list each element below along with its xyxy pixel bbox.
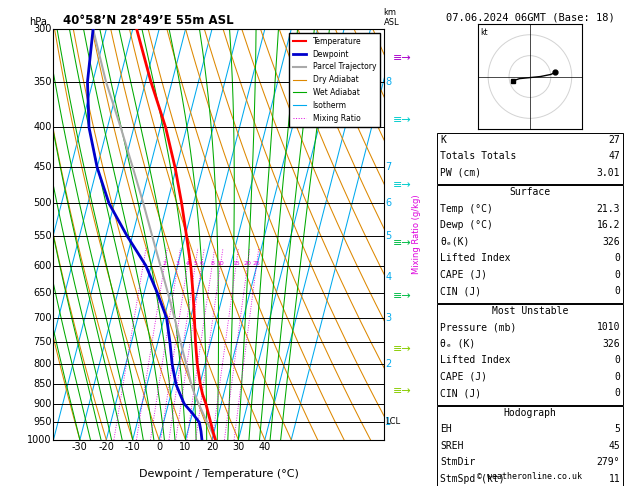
Text: LCL: LCL <box>386 417 401 426</box>
Text: Most Unstable: Most Unstable <box>492 306 568 316</box>
Text: 25: 25 <box>252 260 260 265</box>
Text: 10: 10 <box>216 260 225 265</box>
Text: 850: 850 <box>33 380 52 389</box>
Text: 11: 11 <box>608 474 620 484</box>
Text: 5: 5 <box>386 231 392 241</box>
Text: 400: 400 <box>33 122 52 132</box>
Text: 40°58’N 28°49’E 55m ASL: 40°58’N 28°49’E 55m ASL <box>64 14 234 27</box>
Text: 4: 4 <box>386 272 391 282</box>
Text: ≡→: ≡→ <box>393 115 412 124</box>
Text: 3: 3 <box>386 313 391 323</box>
Text: CAPE (J): CAPE (J) <box>440 270 487 280</box>
Text: 279°: 279° <box>597 457 620 468</box>
Text: 450: 450 <box>33 162 52 173</box>
Text: 900: 900 <box>33 399 52 409</box>
Text: Surface: Surface <box>509 187 550 197</box>
Legend: Temperature, Dewpoint, Parcel Trajectory, Dry Adiabat, Wet Adiabat, Isotherm, Mi: Temperature, Dewpoint, Parcel Trajectory… <box>289 33 380 126</box>
Text: Lifted Index: Lifted Index <box>440 355 511 365</box>
Text: 0: 0 <box>156 442 162 452</box>
Text: 21.3: 21.3 <box>597 204 620 214</box>
Text: CIN (J): CIN (J) <box>440 286 481 296</box>
Text: CAPE (J): CAPE (J) <box>440 372 487 382</box>
Text: 45: 45 <box>608 441 620 451</box>
Text: 326: 326 <box>603 339 620 349</box>
Text: 950: 950 <box>33 417 52 427</box>
Text: 0: 0 <box>615 270 620 280</box>
Text: km
ASL: km ASL <box>384 8 399 27</box>
Text: StmSpd (kt): StmSpd (kt) <box>440 474 505 484</box>
Text: 20: 20 <box>243 260 252 265</box>
Text: 47: 47 <box>608 151 620 161</box>
Text: 1: 1 <box>141 260 145 265</box>
Text: ≡→: ≡→ <box>393 238 412 248</box>
Text: θₑ(K): θₑ(K) <box>440 237 470 247</box>
Text: 40: 40 <box>259 442 271 452</box>
Text: ≡→: ≡→ <box>393 53 412 63</box>
Text: Temp (°C): Temp (°C) <box>440 204 493 214</box>
Text: ≡→: ≡→ <box>393 180 412 190</box>
Text: 0: 0 <box>615 286 620 296</box>
Text: SREH: SREH <box>440 441 464 451</box>
Text: hPa: hPa <box>29 17 47 27</box>
Text: ≡→: ≡→ <box>393 385 412 396</box>
Text: 0: 0 <box>615 388 620 399</box>
Text: -10: -10 <box>125 442 141 452</box>
Text: kt: kt <box>480 29 487 37</box>
Text: ≡→: ≡→ <box>393 345 412 354</box>
Text: 6: 6 <box>200 260 204 265</box>
Text: CIN (J): CIN (J) <box>440 388 481 399</box>
Text: 20: 20 <box>206 442 218 452</box>
Text: Pressure (mb): Pressure (mb) <box>440 322 516 332</box>
Text: 1000: 1000 <box>27 435 52 445</box>
Text: 650: 650 <box>33 288 52 298</box>
Text: 30: 30 <box>232 442 245 452</box>
Text: Dewpoint / Temperature (°C): Dewpoint / Temperature (°C) <box>138 469 299 479</box>
Text: 6: 6 <box>386 198 391 208</box>
Text: 5: 5 <box>193 260 197 265</box>
Text: 10: 10 <box>179 442 192 452</box>
Text: 07.06.2024 06GMT (Base: 18): 07.06.2024 06GMT (Base: 18) <box>445 12 615 22</box>
Text: Hodograph: Hodograph <box>503 408 557 418</box>
Text: 326: 326 <box>603 237 620 247</box>
Text: PW (cm): PW (cm) <box>440 168 481 178</box>
Text: 3: 3 <box>175 260 180 265</box>
Text: 550: 550 <box>33 231 52 241</box>
Text: 600: 600 <box>33 260 52 271</box>
Text: Mixing Ratio (g/kg): Mixing Ratio (g/kg) <box>412 195 421 274</box>
Text: ≡→: ≡→ <box>393 291 412 301</box>
Text: 8: 8 <box>386 77 391 87</box>
Text: 8: 8 <box>210 260 214 265</box>
Text: 2: 2 <box>386 359 392 369</box>
Text: 1010: 1010 <box>597 322 620 332</box>
Text: 750: 750 <box>33 337 52 347</box>
Text: -20: -20 <box>98 442 114 452</box>
Text: 300: 300 <box>33 24 52 34</box>
Text: 7: 7 <box>386 162 392 173</box>
Text: Dewp (°C): Dewp (°C) <box>440 220 493 230</box>
Text: K: K <box>440 135 446 145</box>
Text: 27: 27 <box>608 135 620 145</box>
Text: 3.01: 3.01 <box>597 168 620 178</box>
Text: 0: 0 <box>615 253 620 263</box>
Text: 2: 2 <box>162 260 167 265</box>
Text: StmDir: StmDir <box>440 457 476 468</box>
Text: 0: 0 <box>615 355 620 365</box>
Text: -30: -30 <box>72 442 88 452</box>
Text: θₑ (K): θₑ (K) <box>440 339 476 349</box>
Text: 350: 350 <box>33 77 52 87</box>
Text: 5: 5 <box>615 424 620 434</box>
Text: 700: 700 <box>33 313 52 323</box>
Text: 16.2: 16.2 <box>597 220 620 230</box>
Text: Totals Totals: Totals Totals <box>440 151 516 161</box>
Text: EH: EH <box>440 424 452 434</box>
Text: 1: 1 <box>386 417 391 427</box>
Text: 4: 4 <box>186 260 189 265</box>
Text: 0: 0 <box>615 372 620 382</box>
Text: 500: 500 <box>33 198 52 208</box>
Text: © weatheronline.co.uk: © weatheronline.co.uk <box>477 472 582 481</box>
Text: 15: 15 <box>232 260 240 265</box>
Text: 800: 800 <box>33 359 52 369</box>
Text: Lifted Index: Lifted Index <box>440 253 511 263</box>
